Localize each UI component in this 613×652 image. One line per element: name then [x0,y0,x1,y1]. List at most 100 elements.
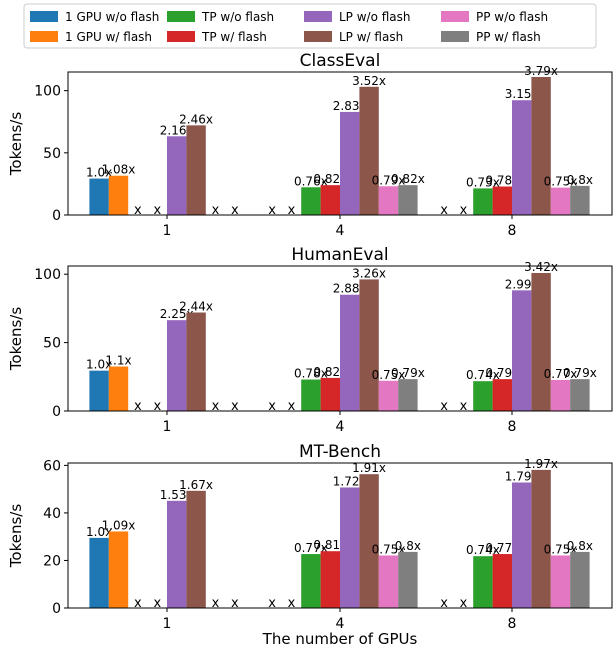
missing-bar-marker: x [440,399,448,414]
bar-label: 0.82x [391,172,425,186]
bar [378,555,399,608]
bar [89,537,109,608]
bar [89,370,109,411]
bar [301,187,321,215]
x-tick-label: 1 [163,419,172,435]
bar-label: 0.78x [294,367,328,381]
bar [473,188,493,215]
x-tick-label: 4 [336,223,345,239]
bar [320,551,340,608]
missing-bar-marker: x [288,203,296,218]
legend-swatch [30,11,58,22]
bar-label: 2.88x [333,282,367,296]
legend-label: TP w/ flash [201,30,267,44]
y-tick-label: 0 [52,601,61,617]
bar [531,76,551,216]
bar-label: 1.72x [333,474,367,488]
bar-label: 2.16x [160,123,194,137]
bar-label: 3.79x [524,64,558,78]
bar-label: 0.77x [485,541,519,555]
bar-label: 0.78x [485,174,519,188]
bar [570,551,590,608]
bar [186,312,206,411]
bar-label: 0.74x [466,368,500,382]
legend-label: PP w/ flash [476,30,541,44]
missing-bar-marker: x [460,399,468,414]
missing-bar-marker: x [288,596,296,611]
legend-swatch [441,11,469,22]
bar [167,320,187,411]
bar [378,380,399,411]
missing-bar-marker: x [268,596,276,611]
bar-label: 3.42x [524,260,558,274]
bar [359,279,379,411]
legend-swatch [30,31,58,42]
bar-label: 0.75x [544,175,578,189]
panel-title: HumanEval [291,245,388,265]
bar-label: 1.79x [505,469,539,483]
missing-bar-marker: x [153,203,161,218]
bar-label: 1.0x [86,358,112,372]
bar [108,366,129,411]
y-tick-label: 40 [43,506,61,522]
y-tick-label: 60 [43,458,61,474]
bar [320,377,340,411]
bar [512,100,532,215]
bar [492,186,512,215]
bar [301,379,321,411]
panel-title: MT-Bench [299,442,381,462]
bar-label: 0.77x [294,541,328,555]
legend-label: LP w/ flash [339,30,403,44]
x-tick-label: 4 [336,616,345,632]
x-axis-label: The number of GPUs [262,630,418,648]
bar-label: 0.76x [294,174,328,188]
bar [398,551,418,608]
bar [492,379,512,411]
bar-label: 0.79x [485,366,519,380]
legend: 1 GPU w/o flash 1 GPU w/ flash TP w/o flas… [23,3,597,49]
bar [512,290,532,411]
missing-bar-marker: x [134,596,142,611]
bar-label: 0.82x [313,172,347,186]
missing-bar-marker: x [212,596,220,611]
y-axis-label: Tokens/s [7,504,25,569]
bar-label: 0.79x [391,366,425,380]
bar-label: 1.0x [86,166,112,180]
bar-label: 2.99x [505,277,539,291]
bar [89,178,109,215]
legend-swatch [167,11,195,22]
bar [570,379,590,411]
bar [167,136,187,215]
bar-label: 0.75x [372,542,406,556]
bar [531,272,551,411]
bar-label: 3.15x [505,87,539,101]
missing-bar-marker: x [440,596,448,611]
missing-bar-marker: x [268,203,276,218]
legend-label: 1 GPU w/ flash [65,30,152,44]
bar [512,482,532,608]
bar-label: 1.0x [86,525,112,539]
legend-swatch [167,31,195,42]
bar [398,185,418,215]
bar [301,554,321,608]
bar [473,556,493,608]
legend-swatch [304,31,332,42]
x-tick-label: 1 [163,616,172,632]
bar [550,555,571,608]
y-tick-label: 0 [52,404,61,420]
y-tick-label: 100 [34,267,61,283]
missing-bar-marker: x [460,596,468,611]
bar-label: 1.91x [352,461,386,475]
bar-label: 2.25x [160,307,194,321]
y-axis-label: Tokens/s [7,112,25,177]
bar [570,185,590,215]
missing-bar-marker: x [212,399,220,414]
x-tick-label: 8 [508,223,517,239]
bar-label: 0.8x [567,539,593,553]
missing-bar-marker: x [153,596,161,611]
missing-bar-marker: x [231,203,239,218]
bar [550,379,571,411]
